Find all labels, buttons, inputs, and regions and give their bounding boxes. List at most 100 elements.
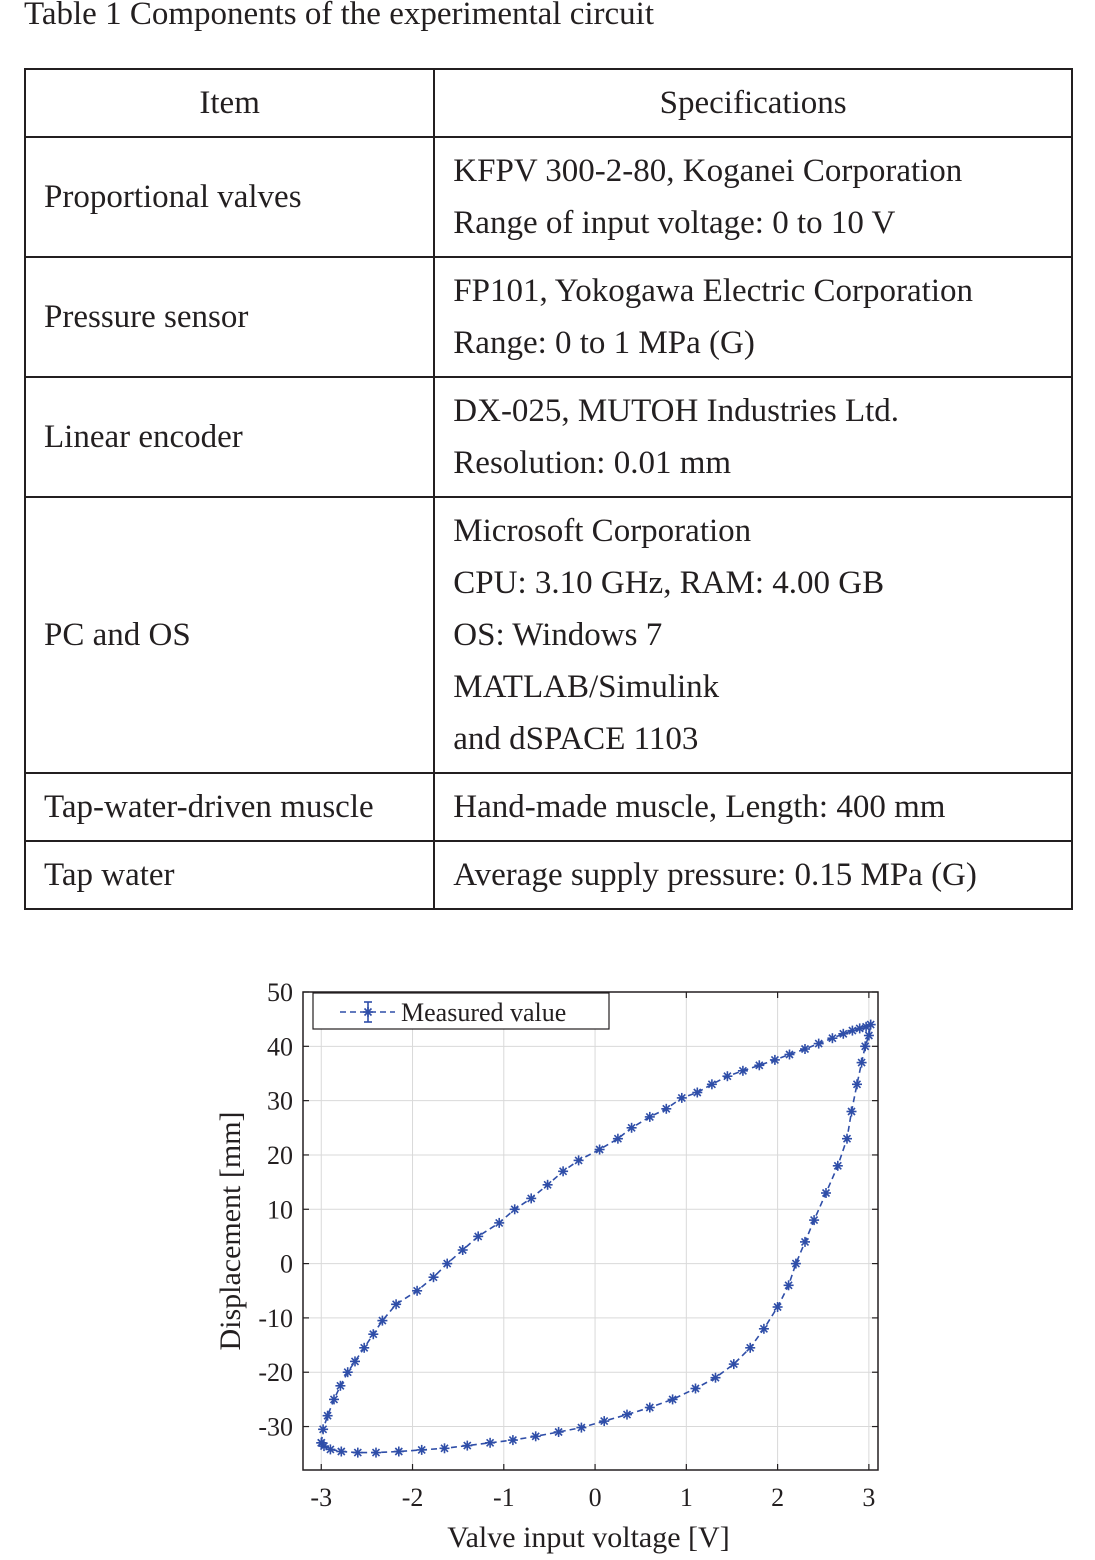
table-row: PC and OS Microsoft Corporation CPU: 3.1…	[23, 496, 1073, 774]
spec-line: Resolution: 0.01 mm	[453, 445, 732, 481]
table-row: Tap-water-driven muscle Hand-made muscle…	[23, 772, 1073, 842]
y-tick-label: 20	[267, 1141, 293, 1170]
data-point	[439, 1443, 450, 1454]
spec-line: Range of input voltage: 0 to 10 V	[453, 205, 896, 241]
data-point	[860, 1041, 871, 1052]
data-point	[509, 1204, 520, 1215]
data-point	[769, 1054, 780, 1065]
data-point	[526, 1193, 537, 1204]
data-point	[692, 1087, 703, 1098]
x-tick-label: -1	[493, 1483, 515, 1512]
axes-box	[302, 991, 879, 1471]
spec-line: FP101, Yokogawa Electric Corporation	[453, 273, 973, 309]
data-point	[800, 1236, 810, 1247]
data-point	[553, 1427, 564, 1437]
data-point	[352, 1447, 363, 1458]
data-point	[494, 1217, 505, 1228]
row-specifications: DX-025, MUTOH Industries Ltd. Resolution…	[433, 376, 1073, 498]
x-axis-label: Valve input voltage [V]	[447, 1521, 729, 1554]
data-point	[813, 1038, 824, 1049]
data-point	[371, 1447, 381, 1458]
data-point	[783, 1280, 794, 1291]
components-table: Item Specifications Proportional valves …	[23, 68, 1073, 910]
data-point	[772, 1302, 783, 1312]
data-point	[832, 1160, 843, 1171]
row-specifications: KFPV 300-2-80, Koganei Corporation Range…	[433, 136, 1073, 258]
row-specifications: Average supply pressure: 0.15 MPa (G)	[433, 840, 1073, 910]
y-tick-label: -10	[258, 1304, 293, 1333]
data-point	[821, 1188, 831, 1198]
data-point	[316, 1437, 327, 1448]
data-point	[322, 1410, 333, 1421]
row-specifications: Microsoft Corporation CPU: 3.10 GHz, RAM…	[433, 496, 1073, 774]
data-point	[368, 1329, 379, 1340]
y-tick-label: 0	[280, 1250, 293, 1279]
y-tick-label: -30	[258, 1413, 293, 1442]
row-specifications: FP101, Yokogawa Electric Corporation Ran…	[433, 256, 1073, 378]
y-tick-label: 10	[267, 1195, 293, 1224]
data-point	[865, 1019, 876, 1030]
x-tick-label: -2	[402, 1483, 424, 1512]
data-point	[790, 1258, 801, 1269]
data-point	[416, 1444, 427, 1455]
data-point	[335, 1380, 346, 1391]
header-specifications: Specifications	[433, 68, 1073, 138]
y-tick-label: 50	[267, 978, 293, 1007]
data-point	[737, 1065, 748, 1076]
y-tick-label: 40	[267, 1032, 293, 1061]
header-item: Item	[23, 68, 436, 138]
table-row: Tap water Average supply pressure: 0.15 …	[23, 840, 1073, 910]
table-row: Proportional valves KFPV 300-2-80, Kogan…	[23, 136, 1073, 258]
data-point	[558, 1166, 569, 1177]
data-point	[827, 1033, 838, 1044]
spec-line: and dSPACE 1103	[453, 721, 699, 757]
data-point	[576, 1422, 587, 1433]
data-point	[462, 1440, 473, 1451]
data-point	[667, 1394, 678, 1405]
legend-box	[312, 992, 610, 1030]
spec-line: DX-025, MUTOH Industries Ltd.	[453, 393, 900, 429]
x-tick-label: 2	[771, 1483, 784, 1512]
data-point	[329, 1394, 339, 1405]
legend: Measured value	[312, 992, 610, 1030]
data-point	[622, 1409, 632, 1420]
data-point	[690, 1383, 701, 1394]
data-point	[573, 1155, 584, 1166]
data-point	[350, 1356, 360, 1367]
spec-line: Average supply pressure: 0.15 MPa (G)	[453, 857, 977, 893]
plot-area	[303, 992, 878, 1470]
data-point	[710, 1372, 721, 1383]
data-point	[626, 1122, 637, 1133]
data-point	[530, 1431, 541, 1442]
data-point	[754, 1060, 765, 1071]
y-axis-label: Displacement [mm]	[214, 1111, 247, 1350]
data-point	[359, 1342, 370, 1353]
row-item: Tap-water-driven muscle	[23, 772, 436, 842]
data-point	[342, 1367, 353, 1378]
row-item: Tap water	[23, 840, 436, 910]
data-point	[745, 1342, 756, 1353]
table-caption: Table 1 Components of the experimental c…	[24, 0, 654, 32]
x-tick-label: 0	[589, 1483, 602, 1512]
legend-marker	[363, 1001, 373, 1023]
spec-line: MATLAB/Simulink	[453, 669, 720, 705]
spec-line: Microsoft Corporation	[453, 513, 752, 549]
data-point	[599, 1416, 610, 1427]
data-point	[838, 1028, 849, 1039]
row-item: PC and OS	[23, 496, 436, 774]
table-header-row: Item Specifications	[23, 68, 1073, 138]
data-point	[485, 1437, 496, 1448]
data-point	[661, 1103, 672, 1114]
data-point	[457, 1245, 468, 1255]
row-item: Pressure sensor	[23, 256, 436, 378]
data-point	[612, 1133, 623, 1144]
data-point	[473, 1231, 484, 1242]
data-point	[800, 1044, 810, 1054]
data-point	[377, 1315, 388, 1326]
data-point	[846, 1106, 857, 1117]
data-point	[412, 1285, 423, 1296]
data-point	[644, 1111, 655, 1122]
data-point	[842, 1133, 852, 1144]
y-tick-label: 30	[267, 1087, 293, 1116]
data-point	[507, 1435, 518, 1446]
